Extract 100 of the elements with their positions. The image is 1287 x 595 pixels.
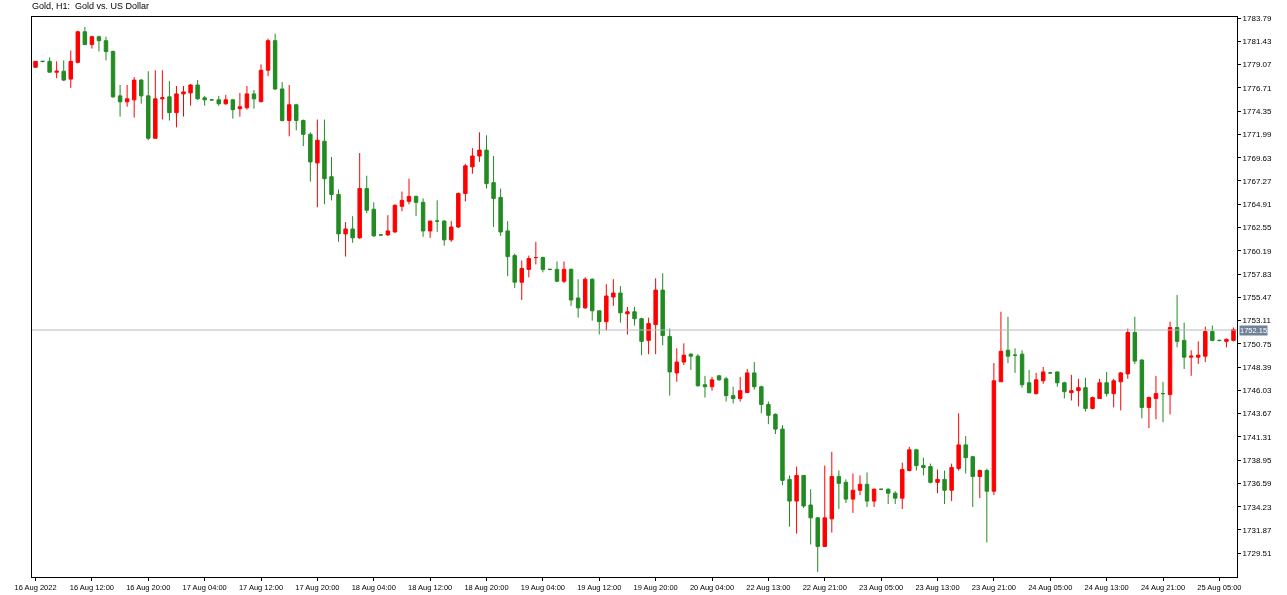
candlestick (413, 194, 419, 217)
candlestick (907, 446, 912, 473)
candlestick (329, 156, 334, 201)
candlestick (117, 84, 123, 118)
candlestick (484, 134, 489, 190)
y-tick-label: 1736.59 (1242, 479, 1273, 489)
candlestick (871, 487, 877, 508)
candlestick (230, 98, 236, 120)
candlestick (251, 89, 257, 110)
candlestick (82, 26, 88, 46)
candlestick (258, 63, 264, 103)
candlestick (632, 306, 637, 327)
candlestick (54, 60, 59, 79)
candlestick (181, 85, 186, 118)
candlestick (216, 95, 221, 107)
y-tick-label: 1760.19 (1242, 246, 1273, 256)
y-tick-label: 1779.07 (1242, 60, 1273, 70)
candlestick (956, 412, 961, 472)
candlestick (272, 33, 278, 91)
candlestick (723, 376, 729, 403)
candlestick (322, 119, 327, 205)
candlestick (449, 220, 454, 243)
y-tick-label: 1734.23 (1242, 502, 1273, 512)
candlestick (850, 472, 856, 514)
y-tick-label: 1762.55 (1242, 223, 1273, 233)
candlestick (174, 85, 179, 128)
candlestick (33, 60, 38, 68)
candlestick (1203, 326, 1208, 363)
candlestick (1083, 377, 1088, 412)
candlestick (977, 469, 983, 499)
candlestick (1069, 374, 1074, 402)
candlestick (160, 69, 165, 121)
candlestick (702, 375, 708, 399)
candlestick (456, 191, 461, 229)
candlestick (301, 119, 306, 147)
candlestick (836, 470, 842, 510)
candlestick (75, 30, 81, 64)
candlestick (1196, 340, 1201, 365)
candlestick (857, 474, 863, 496)
candlestick (843, 478, 849, 504)
candlestick (1055, 371, 1060, 388)
candlestick (780, 424, 785, 486)
candlestick (1104, 371, 1109, 398)
candlestick (688, 352, 694, 371)
candlestick (350, 215, 355, 244)
y-tick-label: 1771.99 (1242, 130, 1273, 140)
candlestick (653, 277, 658, 355)
y-tick-label: 1731.87 (1242, 525, 1273, 535)
candlestick (294, 103, 299, 131)
candlestick (1076, 378, 1081, 407)
candlestick (1160, 381, 1166, 423)
candlestick (1040, 366, 1046, 385)
candlestick (815, 516, 820, 573)
candlestick (202, 95, 207, 107)
candlestick (139, 78, 144, 105)
candlestick (921, 457, 926, 476)
candlestick (773, 412, 778, 435)
candlestick (110, 50, 116, 99)
candlestick (1188, 349, 1194, 377)
candlestick (505, 220, 510, 277)
candlestick (406, 178, 412, 205)
y-tick-label: 1746.03 (1242, 386, 1273, 396)
candlestick (519, 260, 524, 301)
candlestick (1139, 358, 1145, 419)
candlestick (737, 376, 743, 403)
candlestick (1210, 325, 1215, 342)
candlestick (1019, 349, 1025, 389)
candlestick (399, 191, 405, 212)
candlestick (47, 56, 52, 73)
y-tick-label: 1764.91 (1242, 200, 1273, 210)
y-tick-label: 1741.31 (1242, 432, 1273, 442)
candlestick (864, 471, 870, 508)
candlestick (1132, 316, 1138, 365)
candlestick (1097, 378, 1102, 400)
candlestick (625, 306, 630, 335)
candlestick (582, 276, 588, 310)
candlestick (998, 311, 1004, 383)
candlestick (1125, 328, 1130, 380)
candlestick (681, 342, 687, 366)
candlestick (385, 214, 391, 237)
candlestick (611, 278, 616, 307)
candlestick (1090, 396, 1095, 410)
y-tick-label: 1738.95 (1242, 455, 1273, 465)
candlestick (597, 310, 602, 335)
candlestick (237, 92, 243, 118)
candlestick (914, 448, 919, 472)
candlestick (709, 376, 715, 392)
candlestick (336, 189, 341, 243)
candlestick (343, 221, 348, 258)
y-tick-label: 1769.63 (1242, 153, 1273, 163)
candlestick (801, 474, 806, 509)
candlestick (794, 466, 799, 535)
candlestick (442, 219, 447, 247)
candlestick (1118, 371, 1123, 411)
candlestick (470, 147, 475, 175)
candlestick (1231, 327, 1236, 342)
candlestick (1174, 294, 1180, 348)
candlestick (1146, 396, 1152, 429)
candlestick (1111, 378, 1116, 408)
candlestick (244, 85, 250, 111)
